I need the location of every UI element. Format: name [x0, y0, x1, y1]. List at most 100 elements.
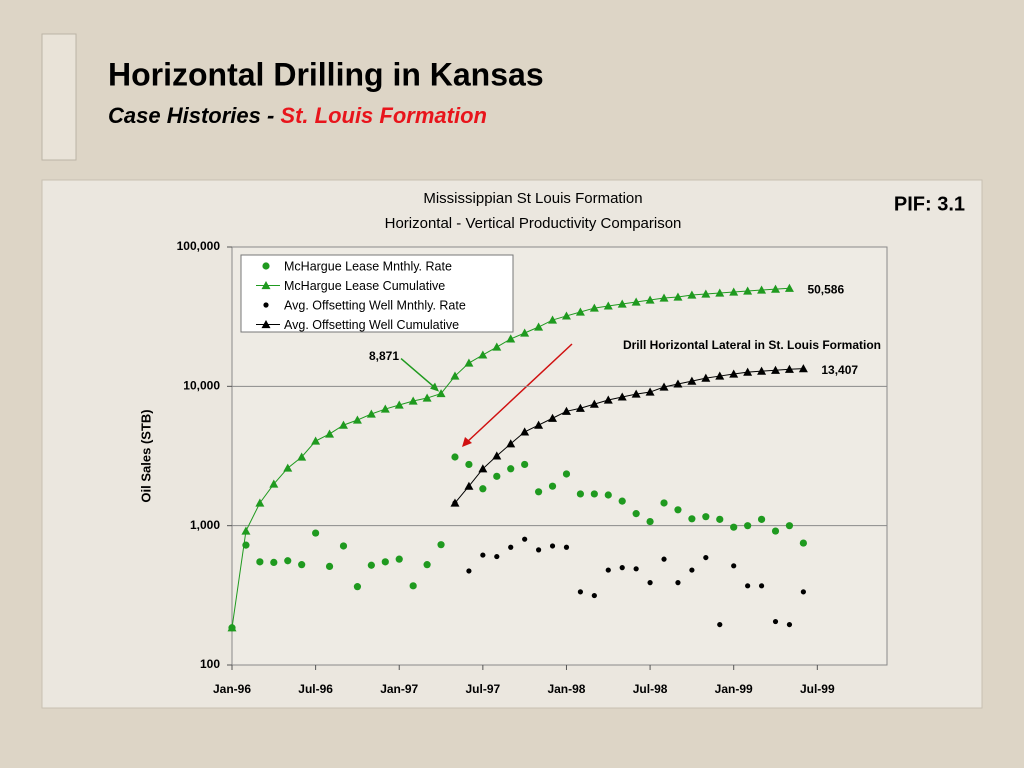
dot-marker: [409, 582, 417, 590]
legend-label: Avg. Offsetting Well Cumulative: [284, 318, 459, 332]
triangle-marker: [227, 623, 237, 632]
triangle-marker: [617, 299, 627, 308]
triangle-marker: [743, 286, 753, 295]
dot-marker: [256, 558, 264, 566]
dot-marker: [563, 544, 570, 550]
dot-marker: [730, 523, 738, 531]
dot-marker: [758, 583, 765, 589]
dot-marker: [632, 510, 640, 518]
triangle-marker: [269, 479, 279, 488]
dot-marker: [534, 488, 543, 496]
dot-marker: [604, 491, 612, 499]
dot-marker: [716, 515, 724, 523]
triangle-marker: [771, 365, 781, 374]
dot-marker: [549, 543, 556, 549]
triangle-marker: [617, 392, 627, 401]
dot-marker: [772, 618, 779, 625]
dot-marker: [744, 522, 752, 530]
dot-marker: [633, 566, 639, 572]
dot-marker: [675, 580, 681, 586]
dot-marker: [605, 567, 611, 573]
arrow-head: [462, 437, 472, 447]
triangle-marker: [631, 389, 641, 398]
annotation-arrow: [465, 343, 573, 444]
x-tick-label: Jan-98: [547, 682, 585, 696]
triangle-marker: [548, 413, 558, 422]
triangle-marker: [283, 463, 293, 472]
dot-marker: [353, 583, 362, 591]
triangle-marker: [338, 420, 348, 429]
dot-marker: [270, 558, 278, 566]
dot-marker: [395, 555, 403, 563]
triangle-marker: [548, 315, 558, 324]
triangle-marker: [701, 373, 711, 382]
triangle-marker: [757, 285, 767, 294]
triangle-marker: [673, 292, 683, 301]
triangle-marker: [701, 289, 711, 298]
x-tick-label: Jan-97: [380, 682, 418, 696]
dot-marker: [618, 497, 626, 505]
triangle-marker: [422, 393, 432, 402]
triangle-marker: [743, 367, 753, 376]
value-label: 8,871: [369, 349, 399, 363]
slide-title: Horizontal Drilling in Kansas: [108, 56, 544, 92]
triangle-marker: [631, 297, 641, 306]
dot-marker: [339, 542, 348, 550]
triangle-marker: [575, 307, 585, 316]
dot-marker: [688, 515, 696, 523]
triangle-marker: [297, 452, 307, 461]
dot-marker: [508, 544, 514, 550]
triangle-marker: [450, 371, 460, 380]
dot-marker: [451, 453, 459, 461]
triangle-marker: [757, 366, 767, 375]
triangle-marker: [771, 284, 781, 293]
dot-marker: [591, 592, 597, 599]
triangle-marker: [659, 382, 669, 391]
triangle-marker: [352, 415, 362, 424]
triangle-marker: [575, 403, 585, 412]
triangle-marker: [380, 404, 390, 413]
dot-marker: [661, 556, 667, 562]
x-tick-label: Jul-96: [298, 682, 333, 696]
triangle-marker: [241, 526, 251, 535]
triangle-marker: [534, 420, 544, 429]
triangle-marker: [506, 334, 516, 343]
dot-marker: [731, 563, 737, 569]
triangle-marker: [255, 498, 265, 507]
x-tick-label: Jul-98: [633, 682, 668, 696]
dot-marker: [619, 565, 625, 571]
triangle-marker: [394, 400, 404, 409]
dot-marker: [367, 561, 375, 569]
dot-marker: [785, 522, 794, 530]
x-tick-label: Jul-99: [800, 682, 835, 696]
label-arrow-head: [430, 382, 440, 392]
y-tick-label: 1,000: [190, 518, 220, 532]
dot-marker: [312, 529, 320, 537]
dot-marker: [674, 506, 682, 514]
triangle-marker: [311, 436, 321, 445]
triangle-marker: [261, 320, 271, 329]
dot-marker: [535, 547, 542, 553]
triangle-marker: [784, 364, 794, 373]
y-axis-label: Oil Sales (STB): [138, 409, 153, 502]
triangle-marker: [506, 439, 516, 448]
drill-annotation: Drill Horizontal Lateral in St. Louis Fo…: [623, 338, 881, 352]
dot-marker: [786, 621, 793, 628]
triangle-marker: [561, 406, 571, 415]
dot-marker: [263, 302, 269, 308]
triangle-marker: [520, 427, 530, 436]
triangle-marker: [673, 379, 683, 388]
triangle-marker: [798, 364, 808, 373]
dot-marker: [577, 589, 584, 595]
x-tick-label: Jul-97: [466, 682, 501, 696]
triangle-marker: [589, 303, 599, 312]
triangle-marker: [729, 369, 739, 378]
triangle-marker: [464, 358, 474, 367]
triangle-marker: [603, 395, 613, 404]
triangle-marker: [687, 376, 697, 385]
subtitle-prefix: Case Histories -: [108, 103, 280, 128]
x-tick-label: Jan-96: [213, 682, 251, 696]
x-tick-label: Jan-99: [715, 682, 753, 696]
dot-marker: [771, 527, 780, 535]
